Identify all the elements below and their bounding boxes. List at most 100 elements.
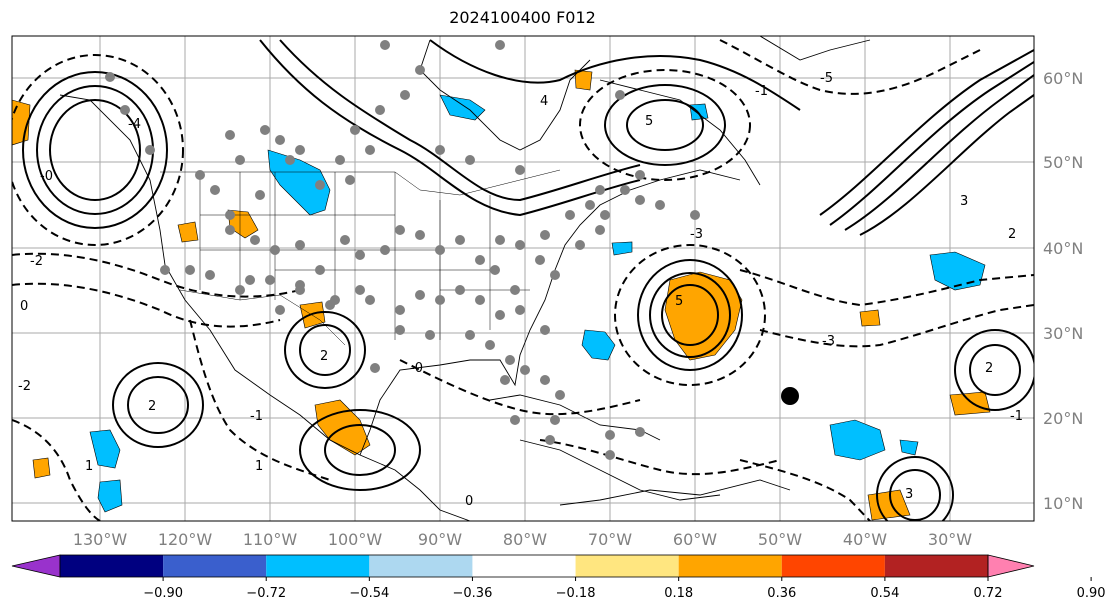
- station-dot: [295, 240, 305, 250]
- longitude-tick-label: 40°W: [843, 530, 887, 549]
- shade-negative: [611, 241, 633, 256]
- station-dot: [270, 245, 280, 255]
- station-dot: [415, 65, 425, 75]
- contour-dashed: [12, 252, 301, 298]
- station-dot: [475, 295, 485, 305]
- station-dot: [475, 255, 485, 265]
- contour-solid: [299, 324, 351, 376]
- station-dot: [505, 355, 515, 365]
- contour-dashed: [539, 439, 781, 476]
- colorbar-segment: [678, 555, 782, 577]
- contour-solid: [637, 259, 743, 371]
- station-dot: [510, 415, 520, 425]
- station-dot: [210, 185, 220, 195]
- latitude-tick-labels: 60°N 50°N 40°N 30°N 20°N 10°N: [1043, 69, 1083, 513]
- latitude-tick-label: 30°N: [1043, 324, 1083, 343]
- station-dot: [635, 170, 645, 180]
- station-dot: [435, 145, 445, 155]
- contour-label: -3: [690, 227, 703, 242]
- station-dot: [295, 280, 305, 290]
- contour-solid: [859, 94, 1034, 236]
- colorbar-tick-label: 0.90: [1077, 586, 1105, 601]
- contour-solid: [819, 49, 1034, 216]
- station-dot: [415, 290, 425, 300]
- station-dot: [425, 330, 435, 340]
- contour-label: -1: [1010, 409, 1023, 424]
- coastline-north-america: [59, 94, 471, 521]
- shade-negative: [97, 479, 123, 513]
- station-dot: [495, 310, 505, 320]
- station-dot: [315, 265, 325, 275]
- colorbar-extend-max: [987, 554, 1035, 578]
- contour-solid: [969, 344, 1021, 396]
- longitude-tick-label: 60°W: [673, 530, 717, 549]
- contour-solid: [604, 84, 726, 166]
- station-dot: [655, 200, 665, 210]
- contour-dashed: [12, 282, 281, 328]
- longitude-tick-label: 50°W: [758, 530, 802, 549]
- contour-dashed: [759, 304, 1034, 348]
- station-dot: [395, 325, 405, 335]
- latitude-tick-label: 50°N: [1043, 153, 1083, 172]
- contour-solid: [279, 39, 641, 202]
- contour-label: -0: [410, 361, 423, 376]
- station-dot: [550, 270, 560, 280]
- border-us-canada: [160, 169, 561, 196]
- station-dot: [365, 145, 375, 155]
- longitude-tick-label: 70°W: [588, 530, 632, 549]
- colorbar-tick-label: −0.18: [556, 586, 596, 601]
- station-dot: [555, 390, 565, 400]
- contour-solid: [259, 39, 641, 217]
- contour-labels: 5 5 2 2 2 3 3 1 1 0 -0 -2 -3 -3 -5 -2 -0…: [18, 71, 1023, 509]
- station-dot: [415, 230, 425, 240]
- station-dot: [285, 155, 295, 165]
- station-dot: [255, 190, 265, 200]
- station-dot: [620, 185, 630, 195]
- colorbar-segment: [266, 555, 370, 577]
- longitude-tick-label: 90°W: [418, 530, 462, 549]
- colorbar-segment: [60, 555, 164, 577]
- latitude-tick-label: 20°N: [1043, 409, 1083, 428]
- contour-label: 1: [255, 459, 263, 474]
- shade-negative: [689, 103, 709, 121]
- shade-positive: [574, 69, 593, 91]
- contour-solid: [299, 409, 421, 491]
- station-dot: [275, 135, 285, 145]
- shade-positive: [859, 309, 881, 327]
- contour-label: -3: [822, 334, 835, 349]
- station-dot: [595, 225, 605, 235]
- contour-label: 2: [320, 349, 328, 364]
- colorbar-outline: [59, 554, 989, 578]
- colorbar-segment: [163, 555, 267, 577]
- map-frame: [11, 35, 1035, 522]
- contour-solid: [127, 376, 189, 434]
- contour-solid: [661, 284, 719, 346]
- station-dot: [635, 427, 645, 437]
- station-dot: [540, 375, 550, 385]
- contour-label: -2: [18, 379, 31, 394]
- station-dot: [465, 330, 475, 340]
- contour-solid: [22, 71, 168, 229]
- contour-solid: [876, 456, 954, 521]
- station-dot: [325, 300, 335, 310]
- station-dot: [245, 275, 255, 285]
- coastline-south-america: [559, 479, 791, 506]
- colorbar-tick-label: 0.36: [767, 586, 796, 601]
- station-dot: [605, 430, 615, 440]
- contour-solid: [429, 39, 801, 111]
- station-dot: [365, 295, 375, 305]
- station-dot: [690, 210, 700, 220]
- contour-solid: [324, 424, 396, 476]
- contour-label: 5: [645, 114, 653, 129]
- contour-label: -0: [40, 169, 53, 184]
- contour-solid: [844, 74, 1034, 231]
- latitude-tick-label: 40°N: [1043, 239, 1083, 258]
- contour-dashed: [614, 244, 766, 386]
- colorbar: −0.90 −0.72 −0.54 −0.36 −0.18 0.18 0.36 0.54 0.7…: [11, 554, 1105, 601]
- station-dot: [500, 375, 510, 385]
- colorbar-tick-label: −0.54: [349, 586, 389, 601]
- station-dot: [205, 270, 215, 280]
- contour-label: -4: [128, 117, 141, 132]
- station-dot: [275, 305, 285, 315]
